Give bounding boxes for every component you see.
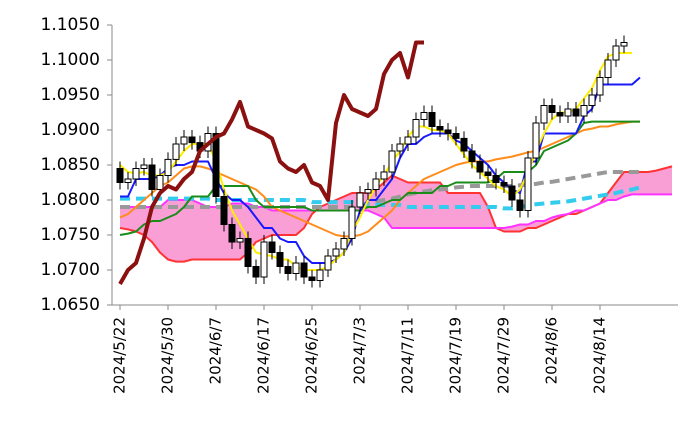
candle-body [588, 94, 596, 106]
y-tick-label: 1.1050 [41, 15, 100, 35]
candle-body [380, 171, 388, 180]
candle-body [492, 175, 500, 183]
series-line [119, 120, 640, 236]
candle-body [340, 238, 348, 250]
candle-body [452, 133, 460, 139]
candle-body [388, 150, 396, 173]
y-tick-label: 1.0650 [41, 295, 100, 315]
candle-body [140, 164, 148, 169]
x-tick-label: 2024/7/29 [495, 317, 513, 394]
candle-body [172, 143, 180, 160]
candle-body [148, 164, 156, 190]
candle-body [244, 238, 252, 267]
candle-body [316, 269, 324, 281]
candle-body [348, 206, 356, 239]
y-tick-label: 1.0950 [41, 85, 100, 105]
series-line [119, 165, 673, 263]
y-tick-label: 1.0700 [41, 260, 100, 280]
candle-body [572, 108, 580, 117]
candle-body [548, 105, 556, 113]
candle-body [292, 262, 300, 274]
candle-body [228, 224, 236, 243]
x-tick-label: 2024/8/6 [543, 317, 561, 384]
candle-body [620, 42, 628, 47]
candle-body [596, 77, 604, 96]
cloud [120, 166, 672, 262]
candle-body [420, 112, 428, 120]
candle-body [580, 105, 588, 117]
y-tick-label: 1.0750 [41, 225, 100, 245]
x-tick-label: 2024/5/30 [159, 317, 177, 394]
candle-body [260, 241, 268, 278]
series-line [120, 170, 640, 209]
candle-body [484, 171, 492, 176]
candle-body [324, 255, 332, 271]
candle-body [460, 137, 468, 152]
x-tick-label: 2024/7/11 [399, 317, 417, 394]
y-tick-label: 1.0850 [41, 155, 100, 175]
candle-body [532, 122, 540, 159]
candle-body [164, 158, 172, 176]
x-tick-label: 2024/7/3 [351, 317, 369, 384]
candle-body [364, 189, 372, 194]
candle-body [540, 105, 548, 124]
candle-body [404, 136, 412, 145]
x-tick-label: 2024/5/22 [111, 317, 129, 394]
series-line [120, 76, 641, 264]
candle-body [372, 178, 380, 190]
candle-body [500, 182, 508, 187]
candle-body [412, 119, 420, 138]
y-tick-label: 1.1000 [41, 50, 100, 70]
x-tick-label: 2024/6/25 [303, 317, 321, 394]
x-tick-label: 2024/7/19 [447, 317, 465, 394]
candle-body [124, 178, 132, 183]
candle-body [428, 112, 436, 127]
candle-body [156, 175, 164, 190]
candle-body [356, 192, 364, 208]
series-line [120, 193, 672, 229]
candle-body [132, 168, 140, 180]
y-tick-label: 1.0800 [41, 190, 100, 210]
series-line [119, 120, 640, 238]
candle-body [276, 252, 284, 267]
candle-body [604, 59, 612, 78]
candle-body [116, 168, 124, 183]
series-line [118, 40, 424, 285]
candle-body [612, 45, 620, 61]
candle-body [508, 185, 516, 201]
candle-body [476, 161, 484, 173]
candle-body [300, 262, 308, 278]
x-tick-label: 2024/6/17 [255, 317, 273, 394]
candle-body [396, 143, 404, 152]
candle-body [468, 150, 476, 162]
candle-body [284, 266, 292, 274]
candle-body [556, 112, 564, 117]
candle-body [188, 136, 196, 144]
candle-body [212, 133, 220, 197]
candle-body [252, 266, 260, 278]
y-tick-label: 1.0900 [41, 120, 100, 140]
candle-body [524, 157, 532, 211]
candle-body [332, 248, 340, 257]
candle-body [564, 108, 572, 117]
candle-body [516, 199, 524, 211]
candle-body [436, 126, 444, 131]
candle-body [444, 129, 452, 134]
candle-body [268, 241, 276, 253]
candle-body [180, 136, 188, 145]
candle-body [308, 276, 316, 281]
candle-body [236, 238, 244, 243]
candle-body [220, 196, 228, 225]
x-tick-label: 2024/8/14 [591, 317, 609, 394]
x-tick-label: 2024/6/7 [207, 317, 225, 384]
